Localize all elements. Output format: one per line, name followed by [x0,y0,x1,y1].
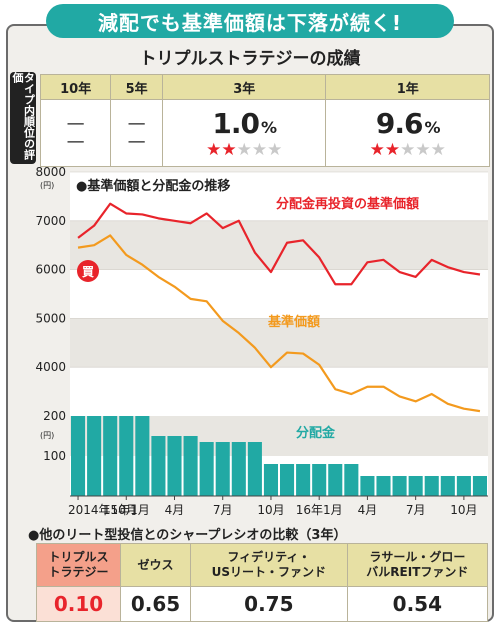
star-empty-icon: ★ [236,139,252,160]
star-filled-icon: ★ [206,139,222,160]
sharpe-value: 0.10 [35,586,122,622]
rating-value: — [127,131,146,152]
star-empty-icon: ★ [267,139,283,160]
price-dividend-chart: 8000 7000 6000 5000 4000 (円) ●基準価額と分配金の推移 200 10… [35,165,488,517]
x-tick-label: 4月 [358,503,378,517]
return-value: 9.6 [375,106,424,140]
y-tick-label: 200 [43,409,66,423]
fund-name-header: フィデリティ・ USリート・ファンド [190,543,348,587]
dividend-bar [199,442,214,496]
dividend-bar [119,416,134,496]
star-empty-icon: ★ [400,139,416,160]
x-tick-label: 10月 [450,503,477,517]
y-tick-label: 6000 [35,263,66,277]
dividend-bar [183,436,198,496]
rating-cell-1y: 9.6% ★★★★★ [325,99,490,167]
dividend-bar [103,416,118,496]
dividend-bar [472,476,487,496]
x-tick-label: 7月 [406,503,426,517]
period-header: 10年 [39,74,112,100]
fund-name-header: トリプルス トラテジー [35,543,122,587]
dividend-bar [440,476,455,496]
dividend-bar [376,476,391,496]
star-empty-icon: ★ [415,139,431,160]
x-tick-label: 7月 [213,503,233,517]
fund-performance-title: トリプルストラテジーの成績 [139,49,361,69]
dividend-bar [231,442,246,496]
sharpe-value: 0.65 [120,586,191,622]
dividend-bar [280,464,295,496]
percent-unit: % [424,117,441,137]
dividend-bar [247,442,262,496]
y-tick-label: 7000 [35,214,66,228]
dividend-bar [151,436,166,496]
star-empty-icon: ★ [251,139,268,160]
nav-series-label: 基準価額 [267,314,320,330]
sharpe-value: 0.75 [190,586,348,622]
period-header: 3年 [161,74,327,100]
line-plot-area [70,172,488,416]
ranking-label: タイプ内順位の評価 [10,72,36,164]
sharpe-ratio-title: ●他のリート型投信とのシャープレシオの比較（3年） [28,528,347,543]
star-empty-icon: ★ [430,139,446,160]
dividend-bar [215,442,230,496]
dividend-label: 分配金 [296,425,336,441]
y-tick-label: 8000 [35,165,66,179]
dividend-bar [344,464,359,496]
rating-cell-10y: — — [39,99,112,167]
return-value: 1.0 [212,106,260,140]
rating-value: — [66,131,85,152]
dividend-bar [263,464,278,496]
buy-marker-label: 買 [82,265,94,279]
y-unit-label: (円) [40,181,54,190]
y-tick-label: 100 [43,449,66,463]
rating-cell-3y: 1.0% ★★★★★ [161,99,327,167]
dividend-bar [71,416,86,496]
star-rating: ★★★★★ [327,140,488,160]
series-line [77,202,481,286]
star-rating: ★★★★★ [164,140,324,160]
x-tick-label: 10月 [257,503,284,517]
fund-name-header: ゼウス [120,543,191,587]
dividend-bar [312,464,327,496]
percent-unit: % [261,117,277,137]
y-tick-label: 4000 [35,360,66,374]
rating-cell-5y: — — [110,99,163,167]
dividend-bar [392,476,407,496]
dividend-bar [328,464,343,496]
period-header: 5年 [110,74,163,100]
star-filled-icon: ★ [369,139,385,160]
sharpe-ratio-table: トリプルス トラテジー ゼウス フィデリティ・ USリート・ファンド ラサール・グロ… [35,543,489,622]
rating-value: — [127,113,146,134]
sharpe-value: 0.54 [346,586,489,622]
star-filled-icon: ★ [221,139,237,160]
ratings-table: 10年 5年 3年 1年 — — — — 1.0% ★★★★★ 9.6% ★★★… [39,74,490,167]
buy-marker-icon [77,260,99,282]
grid-band [70,220,488,270]
star-filled-icon: ★ [384,139,401,160]
dividend-bar [87,416,102,496]
dividend-bar [456,476,471,496]
dividend-bar [135,416,150,496]
series-line [77,234,481,413]
rating-value: — [66,113,85,134]
x-tick-label: 15年1月 [103,503,150,517]
x-tick-label: 16年1月 [296,503,343,517]
y-unit-label: (円) [40,431,54,440]
dividend-bar [424,476,439,496]
dividend-bar [296,464,311,496]
y-tick-label: 5000 [35,311,66,325]
fund-name-header: ラサール・グロー バルREITファンド [346,543,489,587]
x-tick-label: 4月 [165,503,185,517]
x-tick-label: 2014年10月 [68,503,138,517]
period-header: 1年 [325,74,490,100]
line-chart-title: ●基準価額と分配金の推移 [76,178,230,194]
dividend-bar [360,476,375,496]
headline-banner: 減配でも基準価額は下落が続く! [46,4,454,38]
dividend-bar [167,436,182,496]
reinvested-series-label: 分配金再投資の基準価額 [276,196,419,212]
dividend-bar [408,476,423,496]
